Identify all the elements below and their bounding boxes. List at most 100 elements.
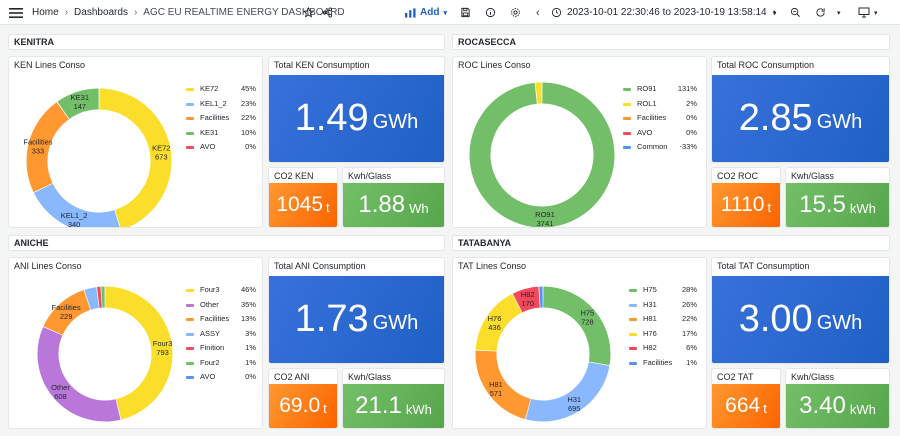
donut-slice-ke72[interactable] — [98, 88, 172, 227]
breadcrumb-separator: › — [64, 7, 69, 18]
legend-item-facilities[interactable]: Facilities 1% — [629, 356, 697, 371]
legend-item-h31[interactable]: H31 26% — [629, 298, 697, 313]
row-header-rocasecca[interactable]: ROCASECCA — [452, 34, 890, 50]
donut-slice-h82[interactable] — [512, 286, 541, 313]
donut-slice-assy[interactable] — [84, 287, 100, 310]
panel-title: CO2 ROC — [717, 171, 759, 181]
save-icon — [461, 7, 470, 18]
slice-label: 608 — [54, 392, 67, 401]
kwh-per-glass-stat: 21.1 kWh — [343, 384, 444, 428]
legend-percent: 1% — [245, 357, 256, 367]
legend-item-finition[interactable]: Finition 1% — [186, 341, 256, 356]
panel-title: Kwh/Glass — [791, 372, 835, 382]
roc-total-panel: Total ROC Consumption 2.85 GWh — [711, 56, 890, 163]
roc-legend: RO91 131% ROL1 2% Facilities 0% AVO 0% Common -33… — [623, 82, 697, 155]
zoom-out-button[interactable] — [790, 0, 801, 25]
time-range-picker[interactable]: 2023-10-01 22:30:46 to 2023-10-19 13:58:… — [551, 0, 776, 25]
donut-slice-facilities[interactable] — [43, 289, 91, 336]
slice-label: 793 — [156, 348, 169, 357]
legend-item-h81[interactable]: H81 22% — [629, 312, 697, 327]
legend-item-avo[interactable]: AVO 0% — [186, 370, 256, 385]
legend-item-four2[interactable]: Four2 1% — [186, 356, 256, 371]
slice-label: 673 — [155, 152, 168, 161]
donut-slice-four3[interactable] — [104, 286, 173, 420]
legend-item-ke31[interactable]: KE31 10% — [186, 126, 256, 141]
share-button[interactable] — [322, 0, 333, 25]
breadcrumb-dashboards[interactable]: Dashboards — [74, 7, 128, 18]
view-mode-button[interactable]: ▾ — [858, 0, 878, 25]
legend-swatch — [186, 332, 194, 336]
donut-slice-ro91[interactable] — [469, 82, 615, 227]
legend-item-avo[interactable]: AVO 0% — [186, 140, 256, 155]
legend-item-rol1[interactable]: ROL1 2% — [623, 97, 697, 112]
legend-item-kel1-2[interactable]: KEL1_2 23% — [186, 97, 256, 112]
share-icon — [322, 7, 333, 18]
chevron-down-icon: ▾ — [837, 9, 841, 17]
breadcrumb-home[interactable]: Home — [32, 7, 59, 18]
legend-item-assy[interactable]: ASSY 3% — [186, 327, 256, 342]
row-header-tatabanya[interactable]: TATABANYA — [452, 235, 890, 251]
legend-item-avo[interactable]: AVO 0% — [623, 126, 697, 141]
slice-label: H31 — [567, 395, 581, 404]
refresh-button[interactable] — [815, 0, 826, 25]
dashboard-title: AGC EU REALTIME ENERGY DASHBOARD — [143, 7, 345, 18]
legend-percent: 6% — [686, 343, 697, 352]
legend-item-facilities[interactable]: Facilities 13% — [186, 312, 256, 327]
legend-percent: 0% — [686, 127, 697, 137]
legend-item-facilities[interactable]: Facilities 0% — [623, 111, 697, 126]
legend-percent: 35% — [240, 299, 256, 309]
donut-slice-h76[interactable] — [475, 293, 523, 352]
settings-button[interactable] — [510, 0, 521, 25]
panel-title: Total KEN Consumption — [274, 60, 370, 70]
legend-swatch — [629, 361, 637, 365]
info-button[interactable] — [485, 0, 496, 25]
legend-swatch — [629, 303, 637, 307]
stat-value: 1045 — [276, 193, 324, 216]
donut-slice-kel1-2[interactable] — [33, 183, 120, 227]
legend-item-four3[interactable]: Four3 46% — [186, 283, 256, 298]
legend-label: AVO — [637, 127, 653, 137]
legend-percent: 3% — [245, 328, 256, 338]
legend-label: ROL1 — [637, 98, 657, 108]
menu-toggle-button[interactable] — [9, 0, 23, 25]
donut-slice-h31[interactable] — [525, 361, 610, 422]
stat-value: 1.73 — [294, 298, 369, 340]
legend-item-ke72[interactable]: KE72 45% — [186, 82, 256, 97]
stat-value: 1.88 — [358, 191, 406, 218]
refresh-interval-dropdown[interactable]: ▾ — [837, 0, 841, 25]
legend-swatch — [623, 146, 631, 149]
stat-unit: GWh — [816, 312, 863, 334]
legend-item-ro91[interactable]: RO91 131% — [623, 82, 697, 97]
legend-item-other[interactable]: Other 35% — [186, 298, 256, 313]
legend-item-facilities[interactable]: Facilities 22% — [186, 111, 256, 126]
save-button[interactable] — [460, 0, 471, 25]
legend-label: Facilities — [637, 113, 667, 122]
stat-value: 664 — [725, 394, 761, 417]
donut-slice-facilities[interactable] — [26, 102, 70, 193]
star-icon — [303, 7, 314, 18]
legend-item-h82[interactable]: H82 6% — [629, 341, 697, 356]
time-back-button[interactable]: ‹ — [536, 0, 540, 25]
time-forward-button[interactable]: › — [773, 0, 777, 25]
row-header-aniche[interactable]: ANICHE — [8, 235, 445, 251]
legend-swatch — [186, 146, 194, 149]
donut-slice-h81[interactable] — [475, 350, 532, 420]
legend-item-h76[interactable]: H76 17% — [629, 327, 697, 342]
add-button[interactable]: Add ▾ — [405, 0, 447, 25]
legend-percent: 10% — [240, 127, 256, 137]
legend-item-h75[interactable]: H75 28% — [629, 283, 697, 298]
slice-label: KEL1_2 — [61, 211, 88, 220]
row-header-kenitra[interactable]: KENITRA — [8, 34, 445, 50]
co2-stat: 664 t — [712, 384, 780, 428]
legend-percent: 23% — [240, 98, 256, 108]
ani-lines-panel: ANI Lines Conso Four3 793 Other 608 Faciliti… — [8, 257, 263, 429]
co2-stat: 1110 t — [712, 183, 780, 227]
star-button[interactable] — [303, 0, 314, 25]
legend-swatch — [623, 117, 631, 120]
donut-slice-h75[interactable] — [542, 286, 611, 366]
stat-value: 1.49 — [294, 97, 369, 139]
donut-slice-ke31[interactable] — [57, 88, 100, 120]
donut-slice-other[interactable] — [37, 327, 121, 422]
legend-swatch — [186, 117, 194, 120]
legend-item-common[interactable]: Common -33% — [623, 140, 697, 155]
